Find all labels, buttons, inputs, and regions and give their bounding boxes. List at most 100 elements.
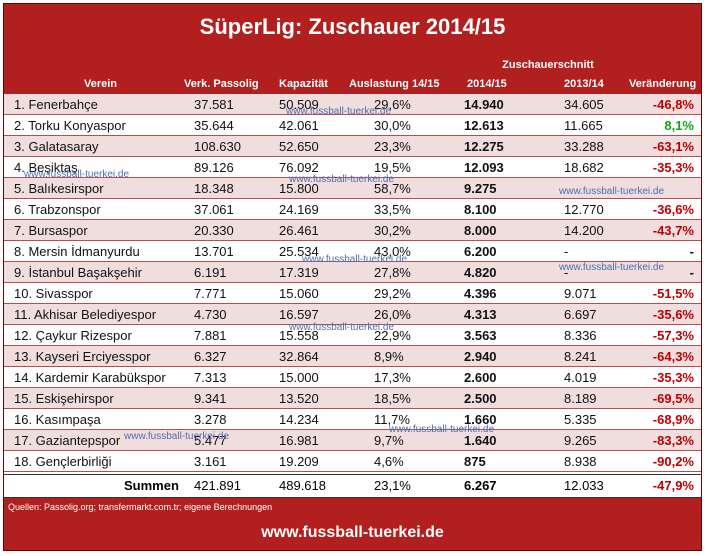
- passolig-cell: 37.061: [194, 202, 234, 217]
- team-name: 7. Bursaspor: [14, 223, 88, 238]
- kapazitaet-cell: 25.534: [279, 244, 319, 259]
- passolig-cell: 6.191: [194, 265, 227, 280]
- season-cur-cell: 4.820: [464, 265, 497, 280]
- table-row: 11. Akhisar Belediyespor 4.730 16.597 26,0%…: [4, 304, 701, 325]
- passolig-cell: 108.630: [194, 139, 241, 154]
- group-header-zuschauerschnitt: Zuschauerschnitt: [502, 59, 594, 71]
- row-divider: [4, 114, 701, 115]
- kapazitaet-cell: 32.864: [279, 349, 319, 364]
- table-row: 4. Beşiktaş 89.126 76.092 19,5% 12.093 18.682…: [4, 157, 701, 178]
- row-divider: [4, 156, 701, 157]
- row-divider: [4, 303, 701, 304]
- row-divider: [4, 240, 701, 241]
- table-row: 13. Kayseri Erciyesspor 6.327 32.864 8,9% 2.…: [4, 346, 701, 367]
- season-prev-cell: 9.265: [564, 433, 597, 448]
- kapazitaet-cell: 17.319: [279, 265, 319, 280]
- table-row: 16. Kasımpaşa 3.278 14.234 11,7% 1.660 5.335 -…: [4, 409, 701, 430]
- change-cell: -69,5%: [652, 391, 694, 406]
- summary-season-cur: 6.267: [464, 478, 497, 493]
- auslastung-cell: 30,0%: [374, 118, 411, 133]
- row-divider: [4, 282, 701, 283]
- passolig-cell: 6.327: [194, 349, 227, 364]
- summary-kapazitaet: 489.618: [279, 478, 326, 493]
- change-cell: 8,1%: [664, 118, 694, 133]
- table-row: 17. Gaziantepspor 5.477 16.981 9,7% 1.640 9.2…: [4, 430, 701, 451]
- kapazitaet-cell: 13.520: [279, 391, 319, 406]
- team-name: 18. Gençlerbirliği: [14, 454, 112, 469]
- summary-label: Summen: [124, 478, 179, 493]
- summary-change: -47,9%: [652, 478, 694, 493]
- table-row: 6. Trabzonspor 37.061 24.169 33,5% 8.100 12.7…: [4, 199, 701, 220]
- change-cell: -: [689, 265, 694, 280]
- change-cell: -35,6%: [652, 307, 694, 322]
- season-prev-cell: 34.605: [564, 97, 604, 112]
- kapazitaet-cell: 14.234: [279, 412, 319, 427]
- season-cur-cell: 6.200: [464, 244, 497, 259]
- change-cell: -36,6%: [652, 202, 694, 217]
- passolig-cell: 3.278: [194, 412, 227, 427]
- passolig-cell: 7.313: [194, 370, 227, 385]
- table-row: 2. Torku Konyaspor 35.644 42.061 30,0% 12.61…: [4, 115, 701, 136]
- auslastung-cell: 33,5%: [374, 202, 411, 217]
- table-row: 15. Eskişehirspor 9.341 13.520 18,5% 2.500 8.…: [4, 388, 701, 409]
- page-title: SüperLig: Zuschauer 2014/15: [199, 14, 506, 39]
- season-prev-cell: 4.019: [564, 370, 597, 385]
- team-name: 2. Torku Konyaspor: [14, 118, 126, 133]
- change-cell: -: [689, 244, 694, 259]
- team-name: 13. Kayseri Erciyesspor: [14, 349, 151, 364]
- col-header-kapazitaet: Kapazität: [279, 78, 328, 90]
- team-name: 11. Akhisar Belediyespor: [14, 307, 157, 322]
- col-header-season-cur: 2014/15: [467, 78, 507, 90]
- row-divider: [4, 471, 701, 472]
- auslastung-cell: 9,7%: [374, 433, 404, 448]
- change-cell: -43,7%: [652, 223, 694, 238]
- team-name: 9. İstanbul Başakşehir: [14, 265, 142, 280]
- team-name: 12. Çaykur Rizespor: [14, 328, 132, 343]
- season-cur-cell: 12.275: [464, 139, 504, 154]
- season-cur-cell: 1.660: [464, 412, 497, 427]
- auslastung-cell: 29,2%: [374, 286, 411, 301]
- passolig-cell: 35.644: [194, 118, 234, 133]
- kapazitaet-cell: 15.000: [279, 370, 319, 385]
- season-prev-cell: 8.241: [564, 349, 597, 364]
- kapazitaet-cell: 26.461: [279, 223, 319, 238]
- season-prev-cell: 8.336: [564, 328, 597, 343]
- table-row: 8. Mersin İdmanyurdu 13.701 25.534 43,0% 6.2…: [4, 241, 701, 262]
- change-cell: -63,1%: [652, 139, 694, 154]
- season-cur-cell: 12.093: [464, 160, 504, 175]
- footer-url: www.fussball-tuerkei.de: [261, 524, 444, 541]
- team-name: 14. Kardemir Karabükspor: [14, 370, 166, 385]
- team-name: 6. Trabzonspor: [14, 202, 101, 217]
- season-prev-cell: 33.288: [564, 139, 604, 154]
- kapazitaet-cell: 52.650: [279, 139, 319, 154]
- auslastung-cell: 11,7%: [374, 412, 410, 427]
- season-cur-cell: 8.100: [464, 202, 497, 217]
- team-name: 10. Sivasspor: [14, 286, 93, 301]
- season-cur-cell: 875: [464, 454, 486, 469]
- row-divider: [4, 198, 701, 199]
- row-divider: [4, 177, 701, 178]
- team-name: 3. Galatasaray: [14, 139, 99, 154]
- team-name: 5. Balıkesirspor: [14, 181, 104, 196]
- change-cell: -64,3%: [652, 349, 694, 364]
- season-cur-cell: 1.640: [464, 433, 497, 448]
- passolig-cell: 5.477: [194, 433, 227, 448]
- passolig-cell: 89.126: [194, 160, 234, 175]
- auslastung-cell: 23,3%: [374, 139, 411, 154]
- kapazitaet-cell: 50.509: [279, 97, 319, 112]
- season-prev-cell: 5.335: [564, 412, 597, 427]
- kapazitaet-cell: 15.800: [279, 181, 319, 196]
- passolig-cell: 13.701: [194, 244, 234, 259]
- kapazitaet-cell: 19.209: [279, 454, 319, 469]
- col-header-auslastung: Auslastung 14/15: [349, 78, 440, 90]
- season-prev-cell: 6.697: [564, 307, 597, 322]
- team-name: 17. Gaziantepspor: [14, 433, 121, 448]
- change-cell: -57,3%: [652, 328, 694, 343]
- season-cur-cell: 4.313: [464, 307, 497, 322]
- change-cell: -90,2%: [652, 454, 694, 469]
- sources-note: Quellen: Passolig.org; transfermarkt.com…: [8, 502, 273, 512]
- row-divider: [4, 366, 701, 367]
- season-cur-cell: 4.396: [464, 286, 497, 301]
- season-cur-cell: 2.500: [464, 391, 497, 406]
- kapazitaet-cell: 42.061: [279, 118, 319, 133]
